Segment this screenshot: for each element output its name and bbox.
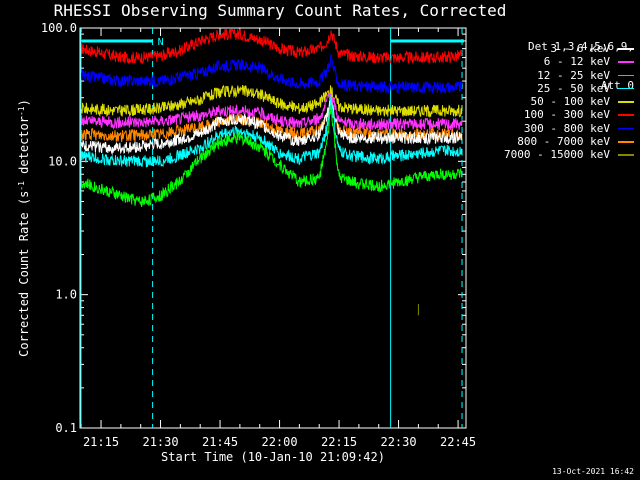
- legend-swatch: [618, 87, 634, 90]
- series-line-6: [81, 54, 463, 95]
- legend-swatch: [618, 127, 634, 130]
- plot-frame: [79, 27, 467, 429]
- legend-label: 6 - 12 keV: [543, 55, 610, 69]
- x-tick-label: 22:00: [261, 435, 297, 449]
- x-axis-label: Start Time (10-Jan-10 21:09:42): [161, 450, 385, 464]
- chart-title: RHESSI Observing Summary Count Rates, Co…: [53, 1, 507, 20]
- legend-swatch: [618, 74, 634, 77]
- x-tick-label: 22:15: [321, 435, 357, 449]
- y-tick-label: 10.0: [48, 154, 77, 168]
- y-tick-label: 1.0: [55, 288, 77, 302]
- x-tick-label: 21:30: [142, 435, 178, 449]
- legend-swatch: [618, 141, 634, 143]
- legend-entry: 7000 - 15000 keV: [480, 148, 640, 161]
- legend-entry: 12 - 25 keV: [480, 69, 640, 82]
- legend-entry: 100 - 300 keV: [480, 108, 640, 121]
- legend-swatch: [618, 101, 634, 103]
- series-line-3: [81, 94, 463, 168]
- legend-label: 7000 - 15000 keV: [504, 148, 610, 162]
- legend-label: 800 - 7000 keV: [517, 135, 610, 149]
- x-tick-label: 21:15: [83, 435, 119, 449]
- series-line-2: [81, 104, 463, 208]
- detector-info: Det 1,3,4,5,6,9, Att 0: [480, 14, 634, 105]
- legend: 3 - 6 keV 6 - 12 keV 12 - 25 keV 25 - 50 ke…: [480, 42, 640, 162]
- y-tick-label: 100.0: [41, 21, 77, 35]
- series-line-5: [81, 29, 463, 65]
- legend-label: 50 - 100 keV: [530, 95, 610, 109]
- legend-label: 12 - 25 keV: [537, 68, 610, 82]
- legend-label: 100 - 300 keV: [523, 108, 610, 122]
- legend-entry: 50 - 100 keV: [480, 95, 640, 108]
- flag-label: N: [158, 37, 164, 48]
- detector-list: Det 1,3,4,5,6,9,: [528, 40, 634, 53]
- legend-entry: 25 - 50 keV: [480, 82, 640, 95]
- legend-entry: 800 - 7000 keV: [480, 135, 640, 148]
- attenuator-state: Att 0: [600, 79, 634, 92]
- legend-label: 25 - 50 keV: [537, 81, 610, 95]
- legend-swatch: [618, 48, 634, 50]
- x-tick-label: 21:45: [202, 435, 238, 449]
- legend-swatch: [618, 61, 634, 63]
- series-line-1: [81, 93, 463, 132]
- legend-label: 300 - 800 keV: [523, 121, 610, 135]
- series-group: [81, 29, 463, 316]
- legend-entry: 300 - 800 keV: [480, 122, 640, 135]
- generation-timestamp: 13-Oct-2021 16:42: [552, 467, 634, 476]
- series-line-0: [81, 99, 463, 156]
- legend-label: 3 - 6 keV: [550, 42, 610, 55]
- legend-entry: 6 - 12 keV: [480, 55, 640, 68]
- x-tick-label: 22:45: [440, 435, 476, 449]
- series-line-4: [81, 84, 463, 118]
- y-tick-label: 0.1: [55, 421, 77, 435]
- legend-entry: 3 - 6 keV: [480, 42, 640, 55]
- legend-swatch: [618, 114, 634, 116]
- x-tick-label: 22:30: [380, 435, 416, 449]
- y-axis-label: Corrected Count Rate (s-1 detector-1): [17, 99, 32, 357]
- legend-swatch: [618, 154, 634, 156]
